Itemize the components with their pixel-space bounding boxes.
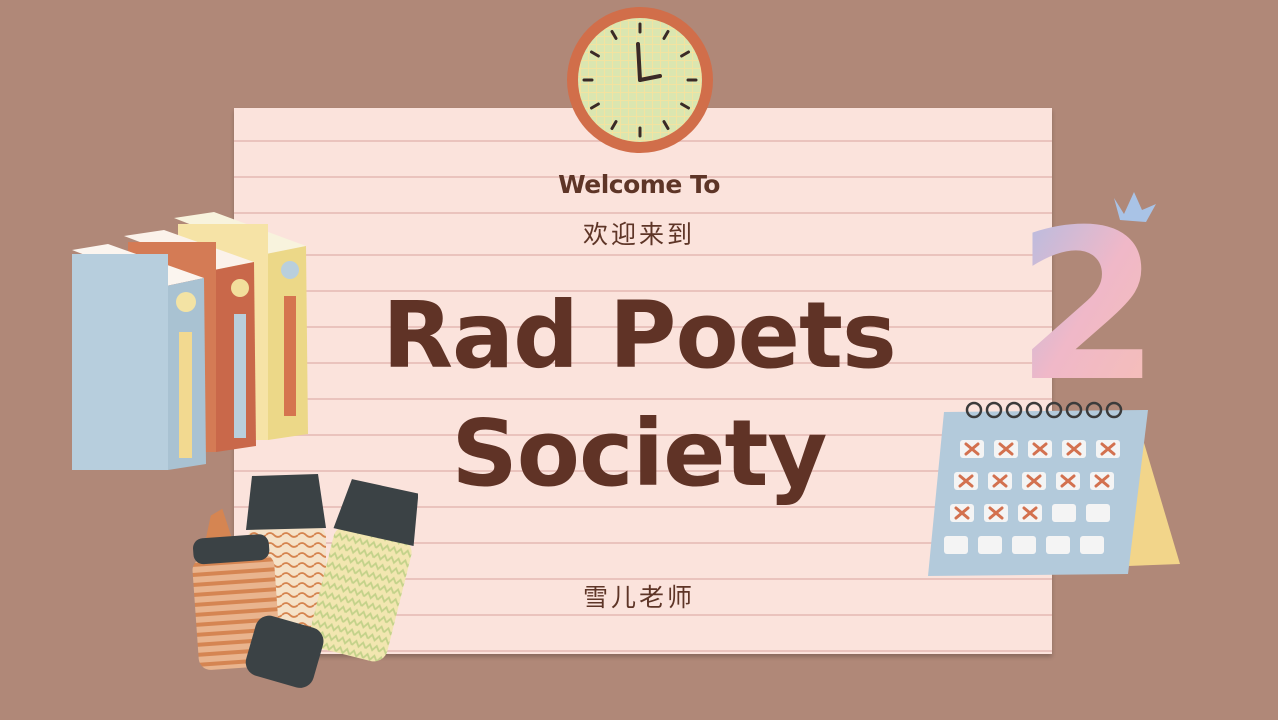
slide-title-line-2: Society	[451, 400, 828, 507]
markers-icon	[192, 474, 418, 688]
teacher-name: 雪儿老师	[582, 583, 695, 612]
clock-icon	[567, 7, 713, 153]
slide-title-line-1: Rad Poets	[382, 282, 897, 389]
calendar-icon	[928, 401, 1180, 576]
number-two-icon: 2	[1016, 188, 1161, 386]
welcome-text-chinese: 欢迎来到	[582, 220, 695, 249]
books-icon	[72, 212, 308, 470]
welcome-text: Welcome To	[558, 170, 720, 199]
